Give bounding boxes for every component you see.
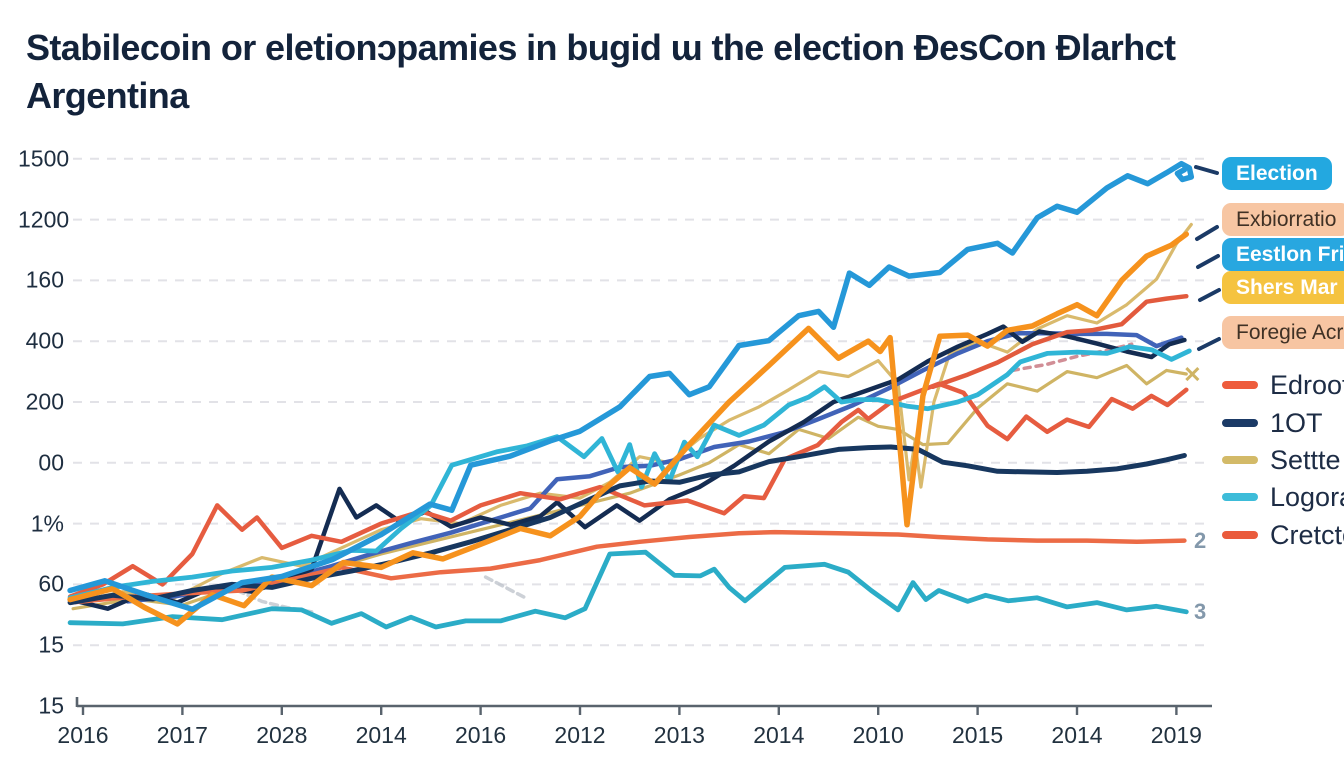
y-axis-label: 00: [38, 449, 64, 476]
legend-item-cretctorn: Cretctorn: [1222, 520, 1344, 550]
x-axis-label: 2016: [57, 722, 109, 748]
legend-item-label: Edrootar: [1270, 369, 1344, 400]
y-axis-label: 200: [25, 388, 64, 415]
series-end-number: 2: [1194, 528, 1207, 553]
legend-item-label: 1OT: [1270, 407, 1323, 438]
legend-item-label: Logora: [1270, 481, 1344, 512]
x-axis-label: 2010: [852, 722, 904, 748]
legend-leader-line: [1195, 225, 1219, 241]
y-axis-label: 1%: [30, 510, 64, 537]
chart-title-line-1: Stabilecoin or eletionᴐpamies in bugid ɯ…: [26, 27, 1176, 68]
x-axis-label: 2028: [256, 722, 308, 748]
legend-badge-exbiorratio: Exbiorratio: [1222, 203, 1344, 236]
legend-dash-icon: [1222, 381, 1258, 389]
y-axis-label: 1200: [18, 206, 70, 233]
y-axis-label: 15: [38, 631, 64, 658]
legend-badge-foregie-acrru: Foregie Acrru: [1222, 316, 1344, 349]
x-axis-label: 2019: [1150, 722, 1202, 748]
y-axis-label: 15: [38, 692, 64, 719]
legend-leader-line: [1196, 254, 1220, 269]
legend-dash-icon: [1222, 419, 1258, 427]
series-line-election: [67, 160, 1195, 613]
x-axis-label: 2013: [653, 722, 705, 748]
x-axis-label: 2014: [355, 722, 407, 748]
legend-leader-line: [1197, 337, 1221, 351]
series-line-rose-dashed: [1010, 342, 1134, 373]
series-end-number: 3: [1194, 599, 1207, 624]
series-line-edrootar: [67, 381, 1189, 599]
legend-badge-eestlon-fris: Eestlon Fris: [1222, 238, 1344, 271]
series-line-teal-3: [67, 549, 1189, 630]
series-line-ghost-2: [483, 575, 528, 600]
x-axis-label: 2014: [753, 722, 805, 748]
series-line-logora: [67, 344, 1192, 601]
legend-badge-shers-mar-c: Shers Mar c: [1222, 271, 1344, 304]
series-line-eestlon-fris: [67, 231, 1190, 627]
legend-item-edrootar: Edrootar: [1222, 370, 1344, 400]
series-line-exbiorratio: [71, 222, 1193, 605]
y-axis-label: 400: [25, 327, 64, 354]
chart-title-line-2: Argentina: [26, 75, 189, 116]
legend-item-logora: Logora: [1222, 482, 1344, 512]
series-end-x-marker: [1185, 366, 1200, 382]
legend-dash-icon: [1222, 456, 1258, 464]
x-axis-label: 2015: [952, 722, 1004, 748]
legend-item-settte: Settte: [1222, 445, 1341, 475]
legend-item-label: Settte: [1270, 444, 1341, 475]
y-axis-label: 1500: [18, 145, 70, 172]
legend-badge-election: Election: [1222, 157, 1332, 190]
x-axis-label: 2012: [554, 722, 606, 748]
series-line-shers-mar: [930, 293, 1189, 390]
legend-leader-line: [1198, 288, 1221, 302]
legend-dash-icon: [1222, 531, 1258, 539]
legend-leader-line: [1194, 165, 1219, 175]
series-line-navy-2: [67, 324, 1187, 611]
x-axis-label: 2016: [455, 722, 507, 748]
legend-item-label: Cretctorn: [1270, 519, 1344, 550]
y-axis-label: 60: [38, 570, 64, 597]
y-axis-label: 160: [25, 266, 64, 293]
legend-item-1ot: 1OT: [1222, 408, 1323, 438]
x-axis-label: 2014: [1051, 722, 1103, 748]
x-axis-label: 2017: [156, 722, 208, 748]
legend-dash-icon: [1222, 493, 1258, 501]
